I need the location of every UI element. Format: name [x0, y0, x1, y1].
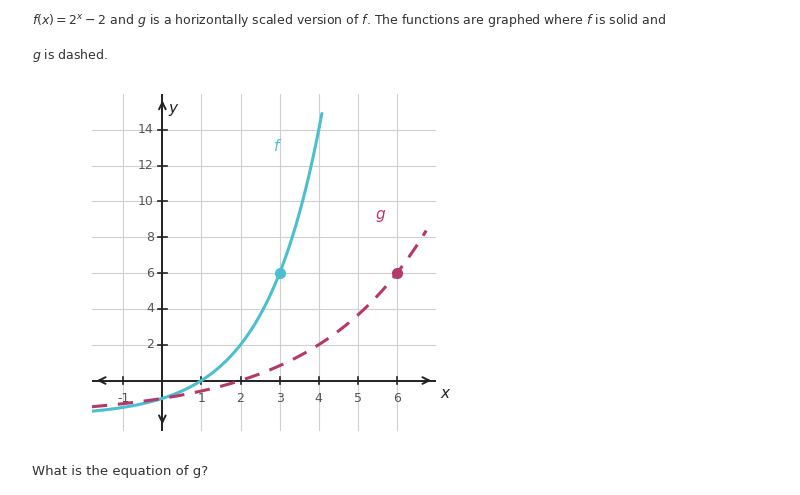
Text: $g$ is dashed.: $g$ is dashed.	[32, 47, 108, 64]
Text: -1: -1	[117, 392, 130, 405]
Text: $f(x) = 2^x - 2$ and $g$ is a horizontally scaled version of $f$. The functions : $f(x) = 2^x - 2$ and $g$ is a horizontal…	[32, 12, 666, 29]
Text: 6: 6	[393, 392, 401, 405]
Text: 1: 1	[198, 392, 206, 405]
Text: 12: 12	[138, 159, 154, 172]
Text: y: y	[169, 101, 178, 116]
Text: f: f	[274, 140, 279, 154]
Text: 2: 2	[237, 392, 245, 405]
Text: 4: 4	[314, 392, 322, 405]
Text: 8: 8	[146, 231, 154, 244]
Text: 10: 10	[138, 195, 154, 208]
Text: 6: 6	[146, 267, 154, 280]
Text: 14: 14	[138, 123, 154, 136]
Text: What is the equation of g?: What is the equation of g?	[32, 465, 208, 478]
Text: 4: 4	[146, 302, 154, 315]
Text: x: x	[440, 386, 449, 400]
Text: g: g	[375, 207, 385, 222]
Text: 2: 2	[146, 338, 154, 351]
Text: 3: 3	[276, 392, 283, 405]
Text: 5: 5	[354, 392, 362, 405]
